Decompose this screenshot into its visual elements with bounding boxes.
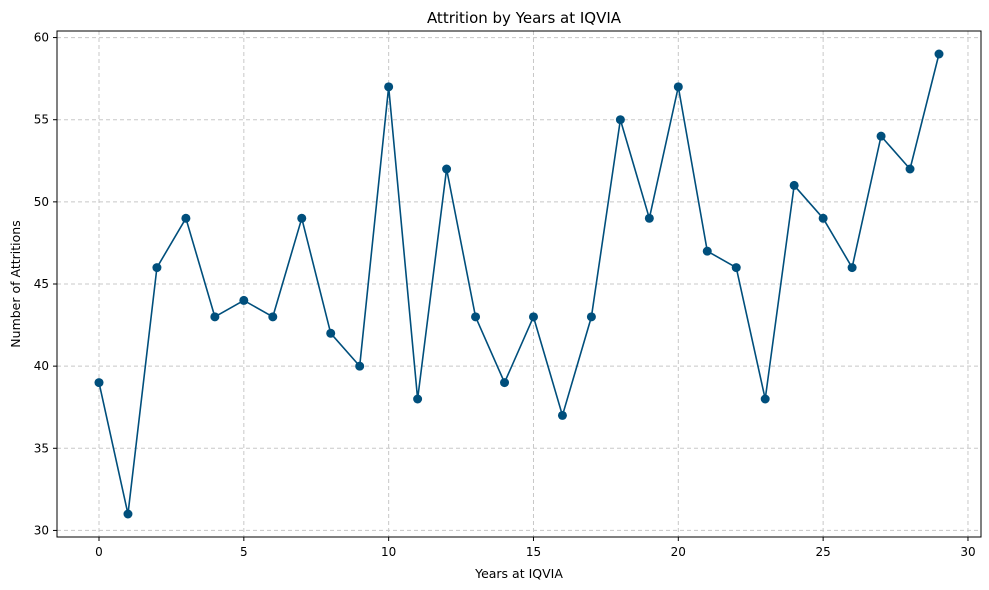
data-point [644, 213, 654, 223]
y-tick-label: 45 [34, 277, 49, 291]
data-point [210, 312, 220, 322]
y-tick-label: 55 [34, 113, 49, 127]
x-axis-ticks: 0 5 10 15 20 25 30 [95, 537, 976, 559]
data-point [268, 312, 278, 322]
grid [57, 31, 981, 537]
data-point [702, 246, 712, 256]
data-point [123, 509, 133, 519]
x-tick-label: 30 [960, 545, 975, 559]
data-point [876, 131, 886, 141]
data-point [239, 295, 249, 305]
y-tick-label: 35 [34, 441, 49, 455]
data-point [94, 378, 104, 388]
data-point [500, 378, 510, 388]
series-layer [94, 49, 944, 519]
data-point [615, 115, 625, 125]
x-tick-label: 10 [381, 545, 396, 559]
data-point [297, 213, 307, 223]
y-tick-label: 40 [34, 359, 49, 373]
chart-title: Attrition by Years at IQVIA [427, 9, 622, 27]
data-point [789, 180, 799, 190]
x-tick-label: 0 [95, 545, 103, 559]
y-axis-label: Number of Attritions [8, 220, 23, 347]
data-point [355, 361, 365, 371]
data-point [471, 312, 481, 322]
y-tick-label: 30 [34, 523, 49, 537]
data-point [905, 164, 915, 174]
series-line [98, 53, 940, 515]
x-tick-label: 15 [526, 545, 541, 559]
data-point [557, 410, 567, 420]
y-axis-ticks: 30 35 40 45 50 55 60 [34, 31, 57, 537]
data-point [934, 49, 944, 59]
data-point [384, 82, 394, 92]
data-point [818, 213, 828, 223]
x-tick-label: 25 [815, 545, 830, 559]
data-point [673, 82, 683, 92]
data-point [586, 312, 596, 322]
y-tick-label: 60 [34, 31, 49, 45]
data-point [326, 328, 336, 338]
data-point [181, 213, 191, 223]
data-point [731, 263, 741, 273]
y-tick-label: 50 [34, 195, 49, 209]
data-point [760, 394, 770, 404]
x-axis-label: Years at IQVIA [474, 566, 563, 581]
data-point [152, 263, 162, 273]
data-point [528, 312, 538, 322]
data-point [847, 263, 857, 273]
x-tick-label: 20 [671, 545, 686, 559]
x-tick-label: 5 [240, 545, 248, 559]
data-point [442, 164, 452, 174]
data-point [413, 394, 423, 404]
